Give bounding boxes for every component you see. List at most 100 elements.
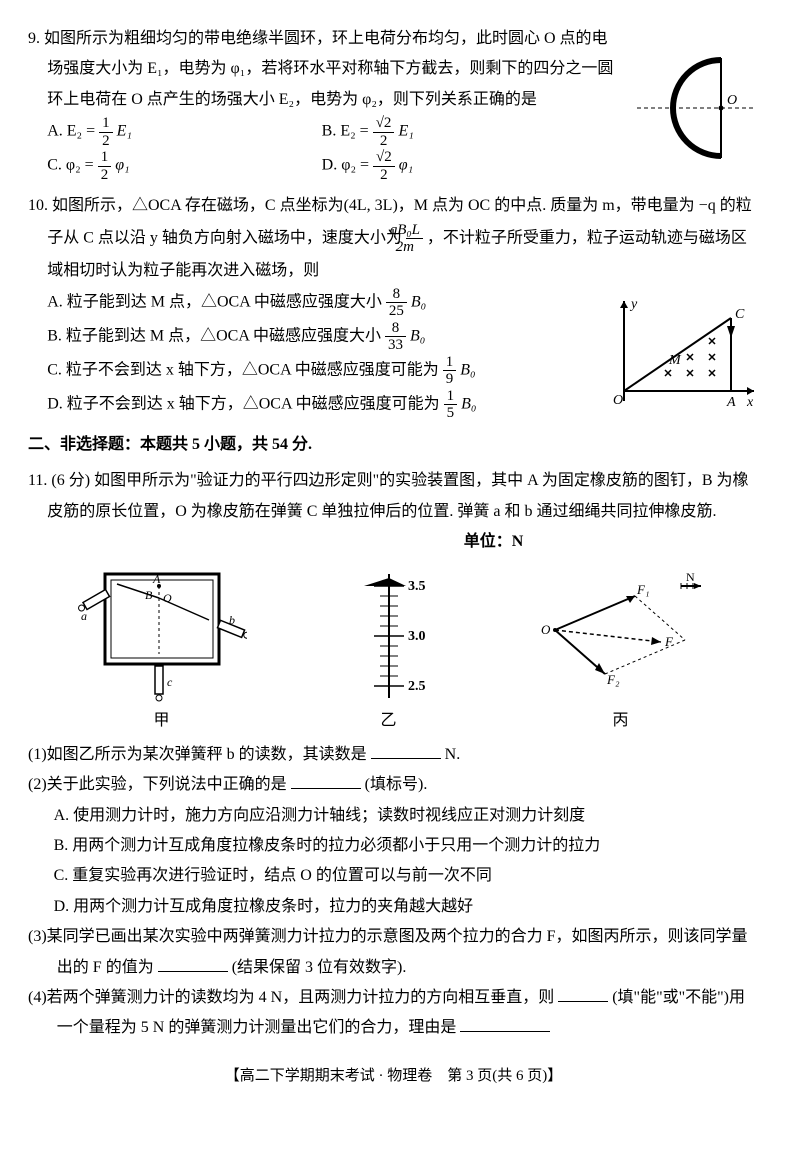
label-y: y xyxy=(629,297,638,312)
label-a: a xyxy=(81,609,87,623)
opt-A-pre: A. E₂ = xyxy=(47,123,99,140)
q11-body: 如图甲所示为"验证力的平行四边形定则"的实验装置图，其中 A 为固定橡皮筋的图钉… xyxy=(47,472,748,519)
label-F1: F₁ xyxy=(636,582,649,597)
q11-sub4: (4)若两个弹簧测力计的读数均为 4 N，且两测力计拉力的方向相互垂直，则 (填… xyxy=(28,983,759,1044)
q9-opt-D: D. φ₂ = √22 φ₁ xyxy=(322,149,596,183)
label-x: x xyxy=(746,395,754,410)
frac-den: 33 xyxy=(385,337,406,354)
label-C: C xyxy=(735,307,745,322)
sub3-end: (结果保留 3 位有效数字). xyxy=(232,959,407,976)
frac-den: 2 xyxy=(98,167,112,184)
q11-sub2: (2)关于此实验，下列说法中正确的是 (填标号). xyxy=(28,770,759,800)
q11-sub3: (3)某同学已画出某次实验中两弹簧测力计拉力的示意图及两个拉力的合力 F，如图丙… xyxy=(28,922,759,983)
opt-C-pre: C. φ₂ = xyxy=(47,157,98,174)
q9-body: 如图所示为粗细均匀的带电绝缘半圆环，环上电荷分布均匀，此时圆心 O 点的电场强度… xyxy=(44,30,613,108)
blank-input[interactable] xyxy=(460,1031,550,1032)
frac-num: √2 xyxy=(373,149,395,167)
sub4a-text: (4)若两个弹簧测力计的读数均为 4 N，且两测力计拉力的方向相互垂直，则 xyxy=(28,989,554,1006)
blank-input[interactable] xyxy=(158,971,228,972)
parallelogram-icon: N O F₁ F₂ F xyxy=(531,566,711,706)
label-O: O xyxy=(163,591,172,605)
sub1-text: (1)如图乙所示为某次弹簧秤 b 的读数，其读数是 xyxy=(28,746,367,763)
label-O: O xyxy=(613,393,623,408)
q10-opt-C: C. 粒子不会到达 x 轴下方，△OCA 中磁感应强度可能为 19 B₀ xyxy=(47,354,599,388)
frac-den: 2m xyxy=(406,239,423,256)
frac-den: 25 xyxy=(386,303,407,320)
caption-yi: 乙 xyxy=(344,706,434,736)
label-M: M xyxy=(668,353,682,368)
opt-C-pre: C. 粒子不会到达 x 轴下方，△OCA 中磁感应强度可能为 xyxy=(47,362,443,379)
blank-input[interactable] xyxy=(371,758,441,759)
section-2-heading: 二、非选择题：本题共 5 小题，共 54 分. xyxy=(28,430,759,460)
frac-num: 1 xyxy=(443,354,457,372)
frac-num: 8 xyxy=(386,286,407,304)
q9-figure: O xyxy=(629,48,759,168)
q10-figure: y x O A C M xyxy=(609,296,759,411)
label-A: A xyxy=(726,395,736,410)
q9-opt-B: B. E₂ = √22 E₁ xyxy=(322,115,596,149)
label-A: A xyxy=(152,572,161,586)
q10-opt-A: A. 粒子能到达 M 点，△OCA 中磁感应强度大小 825 B₀ xyxy=(47,286,599,320)
opt-A-pre: A. 粒子能到达 M 点，△OCA 中磁感应强度大小 xyxy=(47,294,386,311)
q11-figures: A B O a b c 甲 xyxy=(28,566,759,736)
label-b: b xyxy=(229,613,235,627)
q11-sub1: (1)如图乙所示为某次弹簧秤 b 的读数，其读数是 N. xyxy=(28,740,759,770)
frac-den: 2 xyxy=(373,133,395,150)
q11-sub2-D: D. 用两个测力计互成角度拉橡皮条时，拉力的夹角越大越好 xyxy=(28,892,759,922)
label-F2: F₂ xyxy=(606,672,620,687)
triangle-field-icon: y x O A C M xyxy=(609,296,759,411)
opt-A-post: E₁ xyxy=(117,123,132,140)
page-footer: 【高二下学期期末考试 · 物理卷 第 3 页(共 6 页)】 xyxy=(28,1062,759,1091)
opt-A-post: B₀ xyxy=(411,294,426,311)
q9-opt-C: C. φ₂ = 12 φ₁ xyxy=(47,149,321,183)
label-B: B xyxy=(145,588,153,602)
frac-den: 2 xyxy=(99,133,113,150)
sub1-end: N. xyxy=(445,746,461,763)
opt-D-pre: D. 粒子不会到达 x 轴下方，△OCA 中磁感应强度可能为 xyxy=(47,396,443,413)
caption-bing: 丙 xyxy=(531,706,711,736)
frac-num: qB₀L xyxy=(406,222,423,240)
unit-label: 单位：N xyxy=(28,527,759,557)
tick-3-0: 3.0 xyxy=(408,629,426,644)
q11-sub2-B: B. 用两个测力计互成角度拉橡皮条时的拉力必须都小于只用一个测力计的拉力 xyxy=(28,831,759,861)
opt-B-post: E₁ xyxy=(398,123,413,140)
blank-input[interactable] xyxy=(291,788,361,789)
opt-C-post: B₀ xyxy=(460,362,475,379)
opt-B-post: B₀ xyxy=(410,328,425,345)
opt-D-post: φ₁ xyxy=(399,157,413,174)
q10-opt-D: D. 粒子不会到达 x 轴下方，△OCA 中磁感应强度可能为 15 B₀ xyxy=(47,388,599,422)
frac-num: √2 xyxy=(373,115,395,133)
q9-num: 9. xyxy=(28,30,40,47)
frac-num: 1 xyxy=(99,115,113,133)
apparatus-icon: A B O a b c xyxy=(77,566,247,706)
frac-num: 1 xyxy=(98,149,112,167)
opt-D-post: B₀ xyxy=(461,396,476,413)
fig-jia: A B O a b c 甲 xyxy=(77,566,247,736)
opt-D-pre: D. φ₂ = xyxy=(322,157,373,174)
fig-bing: N O F₁ F₂ F xyxy=(531,566,711,736)
frac-den: 2 xyxy=(373,167,395,184)
q10-num: 10. xyxy=(28,197,48,214)
frac-num: 1 xyxy=(444,388,458,406)
q11-text: 11. (6 分) 如图甲所示为"验证力的平行四边形定则"的实验装置图，其中 A… xyxy=(28,466,759,527)
label-O: O xyxy=(541,622,551,637)
frac-den: 5 xyxy=(444,405,458,422)
blank-input[interactable] xyxy=(558,1001,608,1002)
opt-B-pre: B. E₂ = xyxy=(322,123,373,140)
opt-B-pre: B. 粒子能到达 M 点，△OCA 中磁感应强度大小 xyxy=(47,328,385,345)
question-9: 9. 如图所示为粗细均匀的带电绝缘半圆环，环上电荷分布均匀，此时圆心 O 点的电… xyxy=(28,24,759,183)
fig-yi: 3.5 3.0 2.5 乙 xyxy=(344,566,434,736)
question-11: 11. (6 分) 如图甲所示为"验证力的平行四边形定则"的实验装置图，其中 A… xyxy=(28,466,759,1043)
label-O: O xyxy=(727,93,737,108)
scale-icon: 3.5 3.0 2.5 xyxy=(344,566,434,706)
question-10: 10. 如图所示，△OCA 存在磁场，C 点坐标为(4L, 3L)，M 点为 O… xyxy=(28,191,759,422)
opt-C-post: φ₁ xyxy=(115,157,129,174)
q11-sub2-C: C. 重复实验再次进行验证时，结点 O 的位置可以与前一次不同 xyxy=(28,861,759,891)
label-F: F xyxy=(664,634,674,649)
sub2-end: (填标号). xyxy=(365,776,428,793)
q11-num: 11. xyxy=(28,472,47,489)
tick-2-5: 2.5 xyxy=(408,679,426,694)
q10-text: 10. 如图所示，△OCA 存在磁场，C 点坐标为(4L, 3L)，M 点为 O… xyxy=(28,191,759,286)
q11-score: (6 分) xyxy=(51,472,90,489)
tick-3-5: 3.5 xyxy=(408,579,426,594)
